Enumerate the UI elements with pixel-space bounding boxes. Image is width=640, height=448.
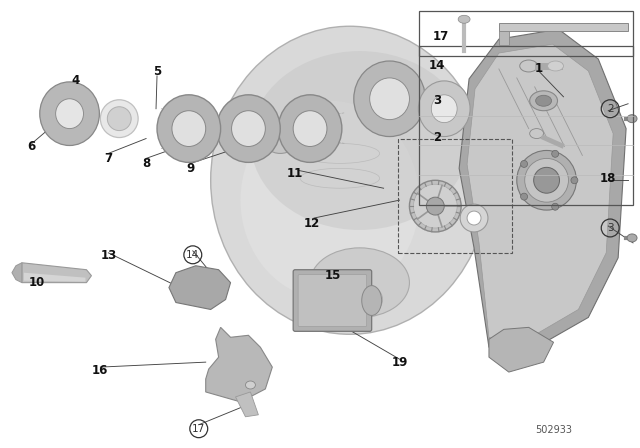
Ellipse shape — [211, 26, 489, 334]
Ellipse shape — [246, 381, 255, 389]
Text: 9: 9 — [187, 162, 195, 175]
Text: 1: 1 — [534, 62, 543, 75]
Text: 2: 2 — [607, 104, 614, 114]
Polygon shape — [12, 263, 22, 283]
Ellipse shape — [217, 95, 280, 162]
Ellipse shape — [530, 91, 557, 111]
Ellipse shape — [520, 193, 527, 200]
Text: 3: 3 — [607, 223, 614, 233]
Ellipse shape — [410, 180, 461, 232]
Ellipse shape — [333, 282, 383, 317]
Ellipse shape — [100, 100, 138, 138]
Text: 4: 4 — [72, 74, 79, 87]
Ellipse shape — [157, 95, 221, 162]
Ellipse shape — [627, 234, 637, 242]
Bar — [397, 138, 512, 253]
Text: 5: 5 — [153, 65, 161, 78]
Text: 3: 3 — [433, 94, 442, 107]
Bar — [419, 46, 633, 205]
Text: 17: 17 — [433, 30, 449, 43]
FancyBboxPatch shape — [293, 270, 372, 332]
Polygon shape — [22, 263, 92, 283]
Ellipse shape — [40, 82, 99, 146]
FancyBboxPatch shape — [298, 275, 367, 326]
Text: 502933: 502933 — [535, 425, 572, 435]
Text: 11: 11 — [287, 167, 303, 180]
Ellipse shape — [293, 111, 327, 146]
Ellipse shape — [278, 95, 342, 162]
Ellipse shape — [108, 107, 131, 130]
Ellipse shape — [413, 184, 457, 228]
Text: 15: 15 — [324, 269, 341, 282]
Ellipse shape — [232, 111, 266, 146]
Ellipse shape — [534, 168, 559, 193]
Text: 7: 7 — [104, 152, 113, 165]
Text: 17: 17 — [192, 424, 205, 434]
Ellipse shape — [467, 211, 481, 225]
Text: 19: 19 — [391, 356, 408, 369]
Text: 12: 12 — [304, 216, 320, 229]
Polygon shape — [499, 23, 628, 31]
Text: 16: 16 — [92, 364, 109, 377]
Ellipse shape — [458, 15, 470, 23]
Ellipse shape — [241, 101, 419, 300]
Ellipse shape — [431, 95, 457, 123]
Ellipse shape — [548, 61, 563, 71]
Text: 14: 14 — [186, 250, 200, 260]
Ellipse shape — [56, 99, 83, 129]
Ellipse shape — [552, 151, 559, 157]
Text: 13: 13 — [100, 249, 116, 262]
Ellipse shape — [520, 60, 538, 72]
Text: 6: 6 — [28, 140, 36, 153]
Ellipse shape — [571, 177, 578, 184]
Ellipse shape — [627, 115, 637, 123]
Ellipse shape — [525, 159, 568, 202]
Ellipse shape — [516, 151, 577, 210]
Ellipse shape — [362, 286, 381, 315]
Polygon shape — [236, 392, 259, 417]
Polygon shape — [205, 327, 272, 402]
Ellipse shape — [426, 197, 444, 215]
Polygon shape — [24, 273, 86, 282]
Ellipse shape — [419, 81, 470, 137]
Ellipse shape — [250, 51, 469, 230]
Ellipse shape — [460, 204, 488, 232]
Text: 2: 2 — [433, 131, 442, 144]
Ellipse shape — [530, 129, 543, 138]
Ellipse shape — [552, 203, 559, 210]
Polygon shape — [499, 31, 509, 45]
Polygon shape — [489, 327, 554, 372]
Ellipse shape — [520, 160, 527, 168]
Ellipse shape — [536, 95, 552, 106]
Bar — [419, 11, 633, 56]
Ellipse shape — [370, 78, 410, 120]
Text: 14: 14 — [429, 60, 445, 73]
Text: 10: 10 — [29, 276, 45, 289]
Polygon shape — [467, 44, 613, 347]
Ellipse shape — [263, 124, 298, 154]
Text: 18: 18 — [600, 172, 616, 185]
Ellipse shape — [354, 61, 426, 137]
Text: 8: 8 — [142, 157, 150, 170]
Polygon shape — [459, 29, 626, 357]
Polygon shape — [169, 266, 230, 310]
Ellipse shape — [310, 248, 410, 318]
Ellipse shape — [172, 111, 205, 146]
Ellipse shape — [255, 131, 272, 146]
